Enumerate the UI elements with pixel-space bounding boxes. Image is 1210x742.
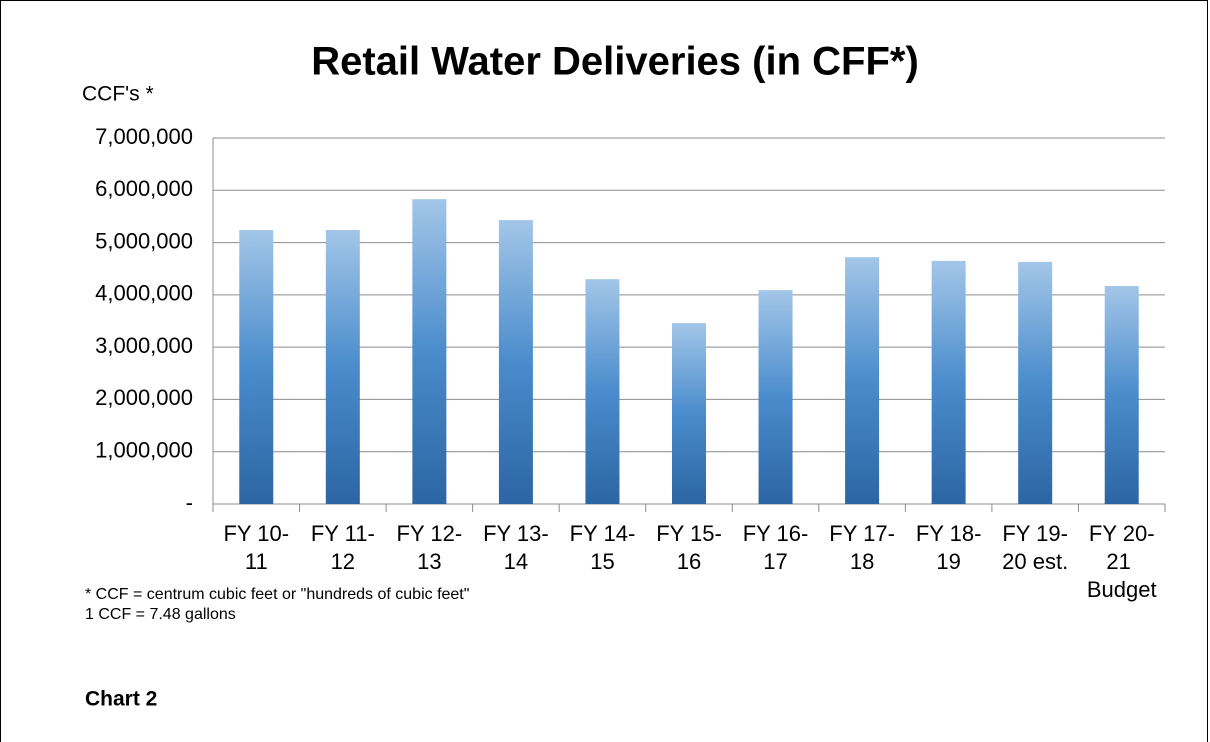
y-tick-label: 2,000,000 <box>95 385 193 410</box>
bar <box>498 220 533 505</box>
bar <box>845 257 880 504</box>
y-tick-label: 5,000,000 <box>95 228 193 253</box>
x-tick-label: FY 15-16 <box>656 521 722 574</box>
footnote: * CCF = centrum cubic feet or "hundreds … <box>85 586 469 603</box>
bar <box>758 290 793 504</box>
y-tick-label: - <box>186 490 193 515</box>
caption: Chart 2 <box>85 688 157 711</box>
x-tick-label: FY 14-15 <box>570 521 636 574</box>
y-tick-label: 4,000,000 <box>95 281 193 306</box>
y-tick-label: 7,000,000 <box>95 124 193 149</box>
x-tick-label: FY 11-12 <box>311 521 375 574</box>
x-tick-label: FY 20-21 Budget <box>1087 521 1157 602</box>
bar <box>672 323 706 504</box>
bar <box>1104 285 1139 504</box>
bar <box>585 279 620 504</box>
x-tick-label: FY 17-18 <box>829 521 895 574</box>
bar <box>931 260 966 504</box>
y-tick-label: 6,000,000 <box>95 176 193 201</box>
x-tick-label: FY 12-13 <box>397 521 463 574</box>
x-tick-label: FY 13-14 <box>483 521 549 574</box>
bar <box>412 199 447 504</box>
y-tick-label: 1,000,000 <box>95 438 193 463</box>
footnote: 1 CCF = 7.48 gallons <box>85 606 236 623</box>
x-tick-label: FY 16-17 <box>743 521 809 574</box>
x-tick-label: FY 10-11 <box>223 521 289 574</box>
chart-title: Retail Water Deliveries (in CFF*) <box>311 40 919 84</box>
y-tick-label: 3,000,000 <box>95 333 193 358</box>
y-axis-label: CCF's * <box>82 83 154 106</box>
bar <box>239 230 274 504</box>
x-tick-label: FY 19-20 est. <box>1002 521 1068 574</box>
bar <box>325 230 360 504</box>
x-tick-label: FY 18-19 <box>916 521 982 574</box>
bar <box>1018 261 1053 504</box>
